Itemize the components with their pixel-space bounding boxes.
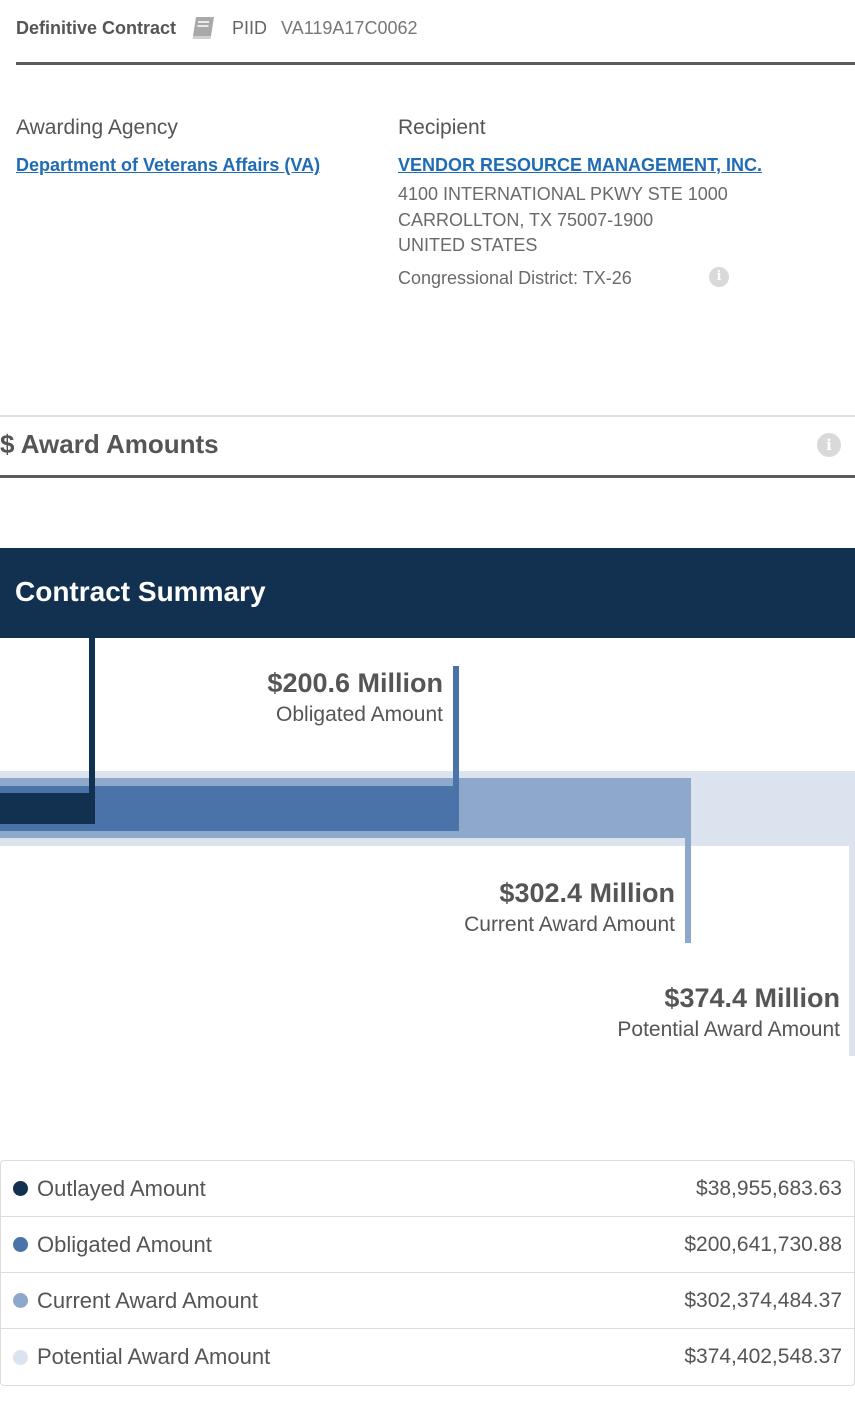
potential-amount-value: $374.4 Million: [664, 983, 840, 1013]
congressional-district: Congressional District: TX-26: [398, 268, 632, 288]
legend-label: Outlayed Amount: [37, 1175, 206, 1201]
legend-row-outlayed: Outlayed Amount $38,955,683.63: [1, 1161, 854, 1217]
current-marker-line: [685, 836, 691, 943]
legend-row-current: Current Award Amount $302,374,484.37: [1, 1273, 854, 1329]
potential-marker-line: [849, 846, 855, 1056]
award-amounts-info-icon[interactable]: i: [817, 433, 841, 457]
current-amount-value: $302.4 Million: [499, 878, 675, 908]
legend-label: Obligated Amount: [37, 1231, 212, 1257]
obligated-amount-value: $200.6 Million: [267, 668, 443, 698]
obligated-dot-icon: [13, 1237, 28, 1252]
award-type: Definitive Contract: [16, 17, 177, 38]
legend-row-obligated: Obligated Amount $200,641,730.88: [1, 1217, 854, 1273]
contract-summary-header: Contract Summary: [0, 548, 855, 638]
legend-value: $38,955,683.63: [696, 1176, 842, 1200]
awarding-agency-title: Awarding Agency: [16, 116, 178, 139]
recipient-address-line1: 4100 INTERNATIONAL PKWY STE 1000: [398, 184, 728, 204]
outlayed-bar: [0, 793, 95, 824]
potential-amount-label: $374.4 Million Potential Award Amount: [617, 983, 840, 1042]
obligated-amount-caption: Obligated Amount: [276, 703, 443, 726]
amounts-legend-table: Outlayed Amount $38,955,683.63 Obligated…: [0, 1160, 855, 1386]
recipient-title: Recipient: [398, 116, 486, 139]
award-header: Definitive Contract PIID VA119A17C0062: [16, 0, 855, 65]
award-amounts-section: $ Award Amounts i: [0, 415, 855, 478]
potential-amount-caption: Potential Award Amount: [617, 1018, 840, 1041]
legend-value: $200,641,730.88: [684, 1232, 842, 1256]
current-amount-label: $302.4 Million Current Award Amount: [464, 878, 675, 937]
potential-dot-icon: [13, 1349, 28, 1365]
piid-label: PIID: [232, 17, 268, 38]
recipient-country: UNITED STATES: [398, 235, 538, 255]
piid-value: VA119A17C0062: [281, 17, 418, 38]
legend-value: $374,402,548.37: [684, 1345, 842, 1368]
legend-row-potential: Potential Award Amount $374,402,548.37: [1, 1329, 854, 1385]
legend-label: Current Award Amount: [37, 1287, 258, 1313]
obligated-amount-label: $200.6 Million Obligated Amount: [267, 668, 443, 727]
outlayed-marker-line: [89, 638, 95, 800]
obligated-marker-line: [453, 666, 459, 791]
recipient-address-line2: CARROLLTON, TX 75007-1900: [398, 210, 654, 230]
contract-document-icon: [190, 16, 216, 40]
current-amount-caption: Current Award Amount: [464, 913, 675, 936]
contract-summary-title: Contract Summary: [15, 576, 266, 607]
district-info-icon[interactable]: i: [709, 267, 729, 287]
legend-value: $302,374,484.37: [684, 1288, 842, 1312]
award-amounts-title: $ Award Amounts: [0, 429, 219, 459]
legend-label: Potential Award Amount: [37, 1344, 271, 1369]
current-dot-icon: [13, 1293, 28, 1308]
recipient-link[interactable]: VENDOR RESOURCE MANAGEMENT, INC.: [398, 155, 763, 175]
outlayed-dot-icon: [13, 1181, 28, 1196]
awarding-agency-link[interactable]: Department of Veterans Affairs (VA): [16, 155, 321, 175]
